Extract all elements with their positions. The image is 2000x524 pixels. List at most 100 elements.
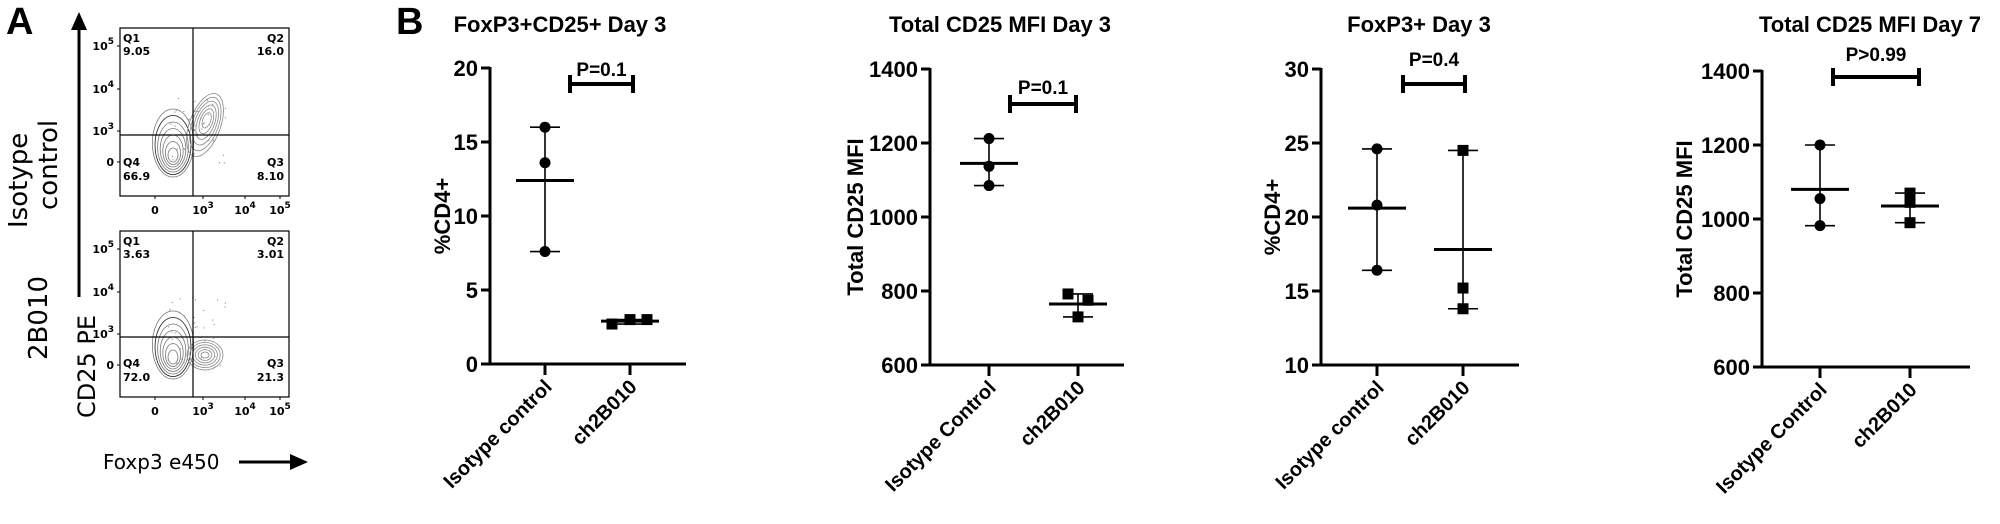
significance-bracket: P=0.4 bbox=[1401, 50, 1467, 93]
data-point-square bbox=[1082, 294, 1094, 306]
data-point-square bbox=[641, 314, 653, 326]
y-tick-label: 10 bbox=[454, 204, 478, 229]
flow-y-tick-label: 0 bbox=[106, 359, 114, 372]
data-point-square bbox=[1904, 196, 1916, 208]
panel-a-letter: A bbox=[6, 1, 33, 43]
y-tick-label: 800 bbox=[881, 279, 918, 304]
x-category-label: ch2B010 bbox=[568, 376, 642, 450]
contour-density bbox=[151, 310, 224, 380]
chart-title: Total CD25 MFI Day 3 bbox=[889, 12, 1111, 37]
y-tick-label: 1400 bbox=[1701, 59, 1750, 84]
chart-2: Total CD25 MFI Day 3 600 800 1000 1200 1400 To… bbox=[843, 12, 1124, 496]
row-label-2b010: 2B010 bbox=[24, 276, 54, 360]
y-tick-label: 10 bbox=[1285, 353, 1309, 378]
y-tick-label: 5 bbox=[466, 278, 478, 303]
flow-x-tick-label: 0 bbox=[151, 405, 159, 418]
data-point-square bbox=[1062, 288, 1074, 300]
y-tick-label: 600 bbox=[1713, 355, 1750, 380]
data-point-square bbox=[1457, 303, 1469, 315]
series-ch2b010 bbox=[601, 314, 659, 330]
quadrant-q1-value: 3.63 bbox=[123, 248, 150, 261]
data-point-circle bbox=[983, 160, 995, 172]
contour-density bbox=[151, 93, 224, 178]
series-isotype bbox=[1791, 139, 1849, 232]
series-isotype bbox=[516, 121, 574, 258]
y-tick-label: 15 bbox=[454, 130, 478, 155]
y-tick-label: 15 bbox=[1285, 279, 1309, 304]
series-ch2b010 bbox=[1049, 288, 1107, 323]
flow-y-tick-label: 105 bbox=[92, 240, 114, 256]
y-axis-label: Total CD25 MFI bbox=[843, 138, 868, 295]
data-point-square bbox=[624, 314, 636, 326]
y-tick-label: 1200 bbox=[1701, 133, 1750, 158]
flow-x-tick-label: 105 bbox=[269, 201, 291, 217]
y-tick-label: 20 bbox=[1285, 205, 1309, 230]
y-tick-label: 1000 bbox=[869, 205, 918, 230]
flow-x-tick-label: 104 bbox=[234, 201, 256, 217]
y-axis-arrow-icon bbox=[71, 12, 87, 297]
p-value-label: P>0.99 bbox=[1846, 45, 1907, 66]
flow-y-tick-label: 104 bbox=[92, 283, 114, 299]
flow-x-tick-label: 103 bbox=[192, 201, 214, 217]
y-tick-label: 0 bbox=[466, 352, 478, 377]
data-point-square bbox=[1457, 282, 1469, 294]
panel-a-flow-cytometry: A Isotype control 2B010 CD25 PE Foxp3 e4… bbox=[4, 1, 308, 474]
quadrant-q4-value: 66.9 bbox=[123, 170, 150, 183]
p-value-label: P=0.4 bbox=[1409, 50, 1460, 71]
p-value-label: P=0.1 bbox=[1018, 78, 1069, 99]
data-point-circle bbox=[1814, 220, 1826, 232]
flow-y-tick-label: 0 bbox=[106, 156, 114, 169]
y-tick-label: 600 bbox=[881, 353, 918, 378]
data-point-square bbox=[606, 318, 618, 330]
quadrant-q2-label: Q2 bbox=[267, 235, 284, 248]
event-dots bbox=[170, 97, 226, 165]
y-tick-label: 25 bbox=[1285, 131, 1309, 156]
row-label-isotype-line2: control bbox=[34, 120, 64, 210]
chart-1: FoxP3+CD25+ Day 3 0 5 10 15 20 %CD4+ Isotype co… bbox=[430, 12, 686, 493]
y-tick-label: 1200 bbox=[869, 131, 918, 156]
p-value-label: P=0.1 bbox=[576, 60, 627, 81]
x-axis-label-foxp3: Foxp3 e450 bbox=[103, 450, 220, 474]
data-point-circle bbox=[1371, 143, 1383, 155]
quadrant-q3-value: 8.10 bbox=[257, 170, 284, 183]
data-point-square bbox=[1904, 187, 1916, 199]
flow-y-tick-label: 104 bbox=[92, 80, 114, 96]
chart-3: FoxP3+ Day 3 10 15 20 25 30 %CD4+ Isotype contr… bbox=[1260, 12, 1519, 494]
flow-x-tick-label: 104 bbox=[234, 402, 256, 418]
y-axis-label: Total CD25 MFI bbox=[1672, 140, 1697, 297]
y-tick-label: 20 bbox=[454, 56, 478, 81]
quadrant-q2-value: 3.01 bbox=[257, 248, 284, 261]
quadrant-q3-value: 21.3 bbox=[257, 371, 284, 384]
row-label-isotype-line1: Isotype bbox=[4, 133, 34, 228]
data-point-circle bbox=[539, 121, 551, 133]
x-category-label: ch2B010 bbox=[1848, 379, 1922, 453]
data-point-circle bbox=[983, 180, 995, 192]
y-tick-label: 800 bbox=[1713, 281, 1750, 306]
x-axis-arrow-icon bbox=[239, 454, 308, 470]
y-axis-label: %CD4+ bbox=[1260, 179, 1285, 255]
data-point-square bbox=[1457, 144, 1469, 156]
flow-x-tick-label: 0 bbox=[151, 204, 159, 217]
data-point-circle bbox=[983, 133, 995, 145]
series-ch2b010 bbox=[1434, 144, 1492, 315]
data-point-circle bbox=[1814, 139, 1826, 151]
plot-frame bbox=[119, 230, 290, 398]
panel-b-letter: B bbox=[396, 1, 423, 43]
flow-y-tick-label: 103 bbox=[92, 122, 114, 138]
y-axis-label: %CD4+ bbox=[430, 178, 455, 254]
series-isotype bbox=[1348, 143, 1406, 276]
x-category-label: Isotype control bbox=[1272, 377, 1389, 494]
data-point-circle bbox=[539, 246, 551, 258]
panel-b-charts: B FoxP3+CD25+ Day 305101520%CD4+Isotype … bbox=[396, 1, 1981, 498]
quadrant-q2-label: Q2 bbox=[267, 32, 284, 45]
quadrant-q4-value: 72.0 bbox=[123, 371, 150, 384]
quadrant-q3-label: Q3 bbox=[267, 357, 284, 370]
chart-title: FoxP3+CD25+ Day 3 bbox=[454, 12, 667, 37]
significance-bracket: P=0.1 bbox=[568, 60, 635, 93]
x-category-label: Isotype Control bbox=[881, 377, 1000, 496]
data-point-square bbox=[1072, 311, 1084, 323]
flow-y-tick-label: 105 bbox=[92, 37, 114, 53]
quadrant-q3-label: Q3 bbox=[267, 156, 284, 169]
